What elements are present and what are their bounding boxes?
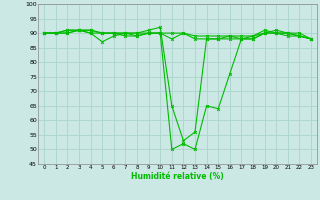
X-axis label: Humidité relative (%): Humidité relative (%) — [131, 172, 224, 181]
